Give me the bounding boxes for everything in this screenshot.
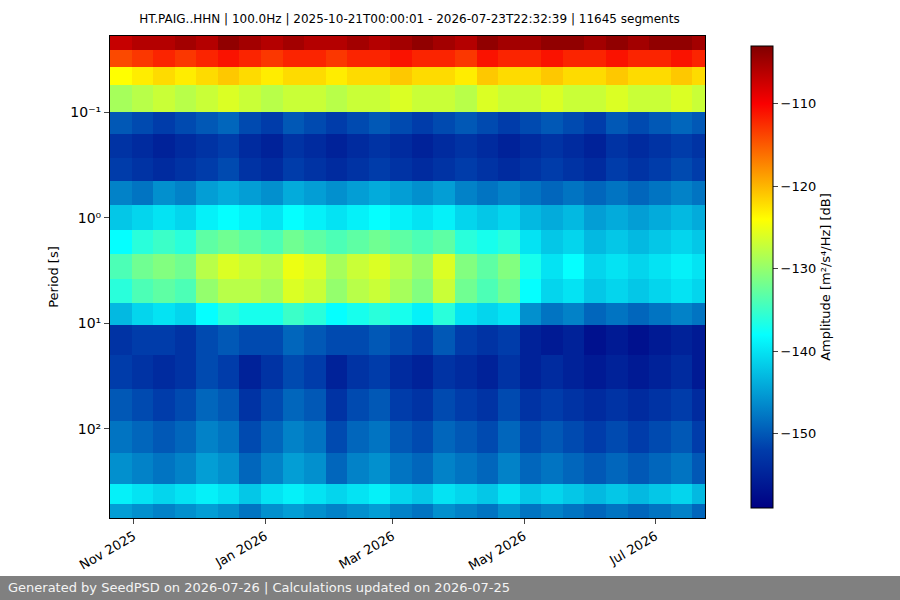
svg-text:Jul 2026: Jul 2026: [606, 528, 660, 568]
svg-text:Period [s]: Period [s]: [46, 246, 61, 308]
svg-text:−120: −120: [781, 179, 817, 194]
svg-text:−140: −140: [781, 344, 817, 359]
svg-text:Nov 2025: Nov 2025: [77, 528, 139, 572]
svg-text:−150: −150: [781, 426, 817, 441]
svg-text:May 2026: May 2026: [466, 528, 529, 573]
svg-text:10¹: 10¹: [78, 315, 101, 331]
svg-text:10⁻¹: 10⁻¹: [70, 104, 101, 120]
html-text:Generated by SeedPSD on 2026-0: Generated by SeedPSD on 2026-07-26 | Cal…: [8, 580, 510, 595]
svg-text:Jan 2026: Jan 2026: [212, 528, 270, 570]
svg-text:−130: −130: [781, 261, 817, 276]
svg-text:Mar 2026: Mar 2026: [336, 528, 397, 572]
svg-text:−110: −110: [781, 96, 817, 111]
svg-text:10²: 10²: [78, 421, 101, 437]
svg-text:10⁰: 10⁰: [78, 210, 102, 226]
svg-text:HT.PAIG..HHN | 100.0Hz | 2025-: HT.PAIG..HHN | 100.0Hz | 2025-10-21T00:0…: [139, 12, 679, 26]
svg-text:Amplitude [m²/s⁴/Hz] [dB]: Amplitude [m²/s⁴/Hz] [dB]: [818, 193, 833, 361]
